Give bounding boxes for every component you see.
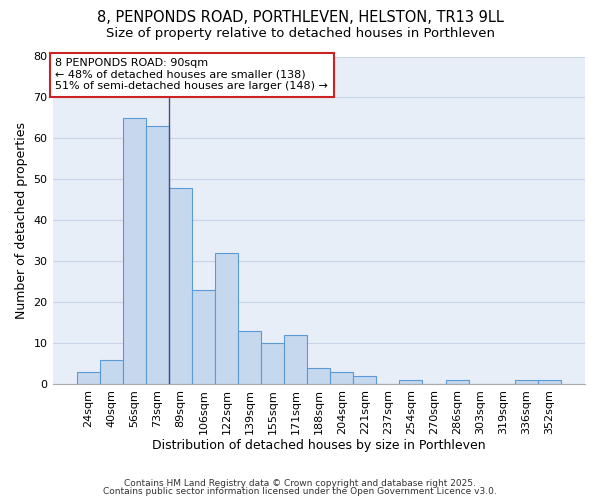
Bar <box>307 368 330 384</box>
Bar <box>400 380 422 384</box>
Bar <box>330 372 353 384</box>
Bar <box>192 290 215 384</box>
Bar <box>538 380 561 384</box>
Bar <box>169 188 192 384</box>
Bar <box>446 380 469 384</box>
Y-axis label: Number of detached properties: Number of detached properties <box>15 122 28 319</box>
Bar <box>261 343 284 384</box>
Text: 8, PENPONDS ROAD, PORTHLEVEN, HELSTON, TR13 9LL: 8, PENPONDS ROAD, PORTHLEVEN, HELSTON, T… <box>97 10 503 25</box>
Bar <box>515 380 538 384</box>
Bar <box>146 126 169 384</box>
Text: Contains HM Land Registry data © Crown copyright and database right 2025.: Contains HM Land Registry data © Crown c… <box>124 478 476 488</box>
X-axis label: Distribution of detached houses by size in Porthleven: Distribution of detached houses by size … <box>152 440 485 452</box>
Bar <box>284 335 307 384</box>
Bar <box>215 253 238 384</box>
Text: Contains public sector information licensed under the Open Government Licence v3: Contains public sector information licen… <box>103 487 497 496</box>
Bar <box>77 372 100 384</box>
Text: 8 PENPONDS ROAD: 90sqm
← 48% of detached houses are smaller (138)
51% of semi-de: 8 PENPONDS ROAD: 90sqm ← 48% of detached… <box>55 58 328 92</box>
Bar <box>238 331 261 384</box>
Bar <box>353 376 376 384</box>
Text: Size of property relative to detached houses in Porthleven: Size of property relative to detached ho… <box>106 28 494 40</box>
Bar <box>100 360 123 384</box>
Bar <box>123 118 146 384</box>
